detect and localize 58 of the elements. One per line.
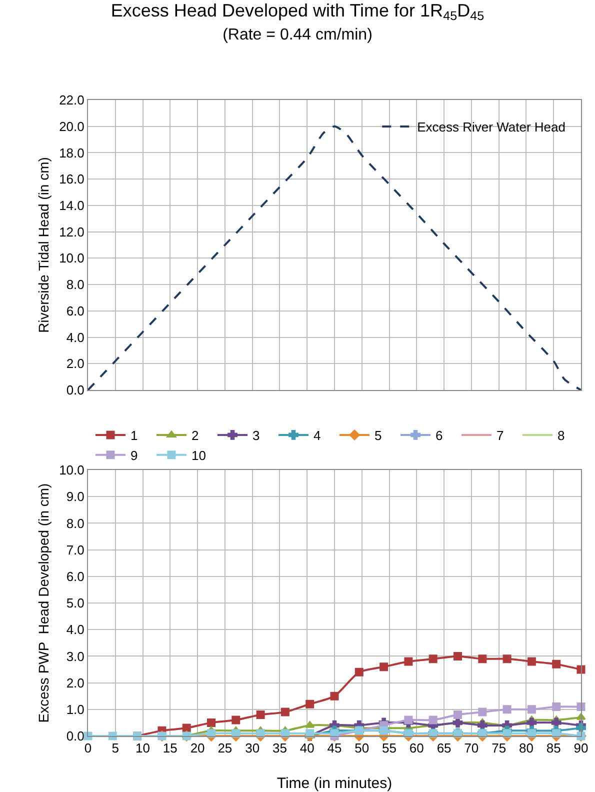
y-tick-label: 10.0 bbox=[59, 462, 84, 478]
y-axis-title: Riverside Tidal Head (in cm) bbox=[36, 157, 52, 333]
y-tick-label: 6.0 bbox=[66, 303, 84, 318]
x-tick-label: 15 bbox=[162, 740, 178, 756]
y-tick-label: 10.0 bbox=[59, 250, 84, 266]
legend-label: Excess River Water Head bbox=[417, 120, 566, 135]
y-tick-label: 8.0 bbox=[66, 516, 84, 531]
y-tick-label: 4.0 bbox=[66, 622, 84, 638]
y-tick-label: 9.0 bbox=[66, 489, 84, 504]
y-axis-title: Excess PWP Head Developed (in cm) bbox=[36, 483, 52, 723]
x-tick-label: 45 bbox=[327, 740, 342, 756]
x-tick-label: 5 bbox=[112, 740, 120, 756]
y-tick-label: 18.0 bbox=[59, 145, 84, 160]
x-tick-label: 25 bbox=[218, 740, 232, 756]
y-tick-label: 2.0 bbox=[66, 675, 84, 690]
y-tick-label: 1.0 bbox=[66, 702, 84, 717]
y-tick-label: 2.0 bbox=[66, 356, 84, 372]
x-tick-label: 30 bbox=[245, 740, 260, 756]
legend-label: 9 bbox=[130, 448, 138, 463]
y-tick-label: 0.0 bbox=[66, 728, 84, 744]
x-tick-label: 85 bbox=[546, 740, 561, 756]
x-tick-label: 50 bbox=[354, 740, 370, 756]
y-tick-label: 12.0 bbox=[59, 224, 84, 240]
legend-label: 6 bbox=[436, 428, 443, 444]
x-axis-title: Time (in minutes) bbox=[276, 775, 392, 792]
x-tick-label: 10 bbox=[136, 740, 150, 756]
y-tick-label: 3.0 bbox=[66, 648, 84, 664]
x-tick-label: 90 bbox=[574, 740, 588, 756]
y-tick-label: 7.0 bbox=[66, 542, 84, 558]
y-tick-label: 0.0 bbox=[66, 382, 84, 398]
legend-label: 8 bbox=[558, 428, 565, 444]
legend-label: 3 bbox=[252, 428, 260, 444]
x-tick-label: 55 bbox=[382, 740, 397, 756]
y-tick-label: 4.0 bbox=[66, 330, 84, 345]
legend-label: 5 bbox=[374, 428, 382, 444]
y-tick-label: 20.0 bbox=[59, 118, 84, 134]
x-tick-label: 60 bbox=[409, 740, 424, 756]
legend-label: 4 bbox=[314, 428, 321, 444]
legend-label: 10 bbox=[192, 448, 206, 463]
chart-subtitle: (Rate = 0.44 cm/min) bbox=[222, 26, 372, 44]
legend-label: 7 bbox=[496, 428, 504, 444]
y-tick-label: 14.0 bbox=[59, 198, 84, 213]
chart-title: Excess Head Developed with Time for 1R$_{45}$D$_{45}$ bbox=[110, 0, 484, 24]
x-tick-label: 75 bbox=[492, 740, 506, 756]
x-tick-label: 70 bbox=[464, 740, 479, 756]
y-tick-label: 6.0 bbox=[66, 568, 84, 584]
y-tick-label: 22.0 bbox=[59, 92, 84, 108]
y-tick-label: 16.0 bbox=[59, 172, 84, 187]
x-tick-label: 65 bbox=[436, 740, 452, 756]
y-tick-label: 8.0 bbox=[66, 277, 84, 292]
legend-label: 2 bbox=[192, 428, 199, 444]
x-tick-label: 40 bbox=[300, 740, 314, 756]
x-tick-label: 0 bbox=[84, 740, 92, 756]
x-tick-label: 80 bbox=[518, 740, 534, 756]
legend-label: 1 bbox=[130, 428, 138, 444]
x-tick-label: 35 bbox=[272, 740, 287, 756]
y-tick-label: 5.0 bbox=[66, 596, 84, 611]
x-tick-label: 20 bbox=[190, 740, 205, 756]
